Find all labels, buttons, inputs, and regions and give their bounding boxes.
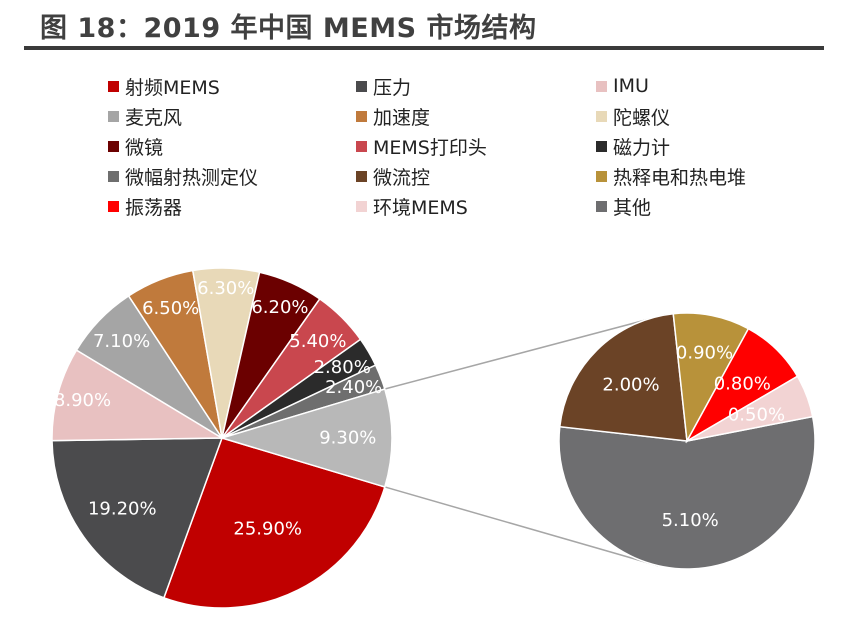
main-pie-slice <box>51 437 224 599</box>
title-rule <box>24 46 824 50</box>
legend-swatch <box>356 80 367 92</box>
main-pie-data-label: 2.80% <box>314 357 371 378</box>
secondary-pie: 5.10% 2.00% 0.90% 0.80% 0.50% <box>558 312 816 570</box>
legend-label: MEMS打印头 <box>373 136 487 159</box>
legend-item: 麦克风 <box>108 102 182 130</box>
main-pie-data-label: 6.20% <box>251 297 308 318</box>
legend-item: 射频MEMS <box>108 72 220 100</box>
legend-item: 微幅射热测定仪 <box>108 162 258 190</box>
legend-label: 麦克风 <box>125 106 183 129</box>
secondary-pie-slice <box>672 312 750 444</box>
main-pie: 25.90% 19.20% 8.90% 7.10% 6.50%6.30%6.20% 5.4… <box>51 267 393 609</box>
secondary-pie-slice <box>686 375 814 442</box>
secondary-pie-slice <box>558 312 688 442</box>
legend-item: 环境MEMS <box>356 192 468 220</box>
legend-swatch <box>356 170 367 182</box>
secondary-pie-data-label: 0.50% <box>728 404 785 425</box>
legend-swatch <box>356 110 367 122</box>
connector-line-top <box>384 314 665 390</box>
legend-label: 微镜 <box>125 136 164 159</box>
legend-swatch <box>596 170 607 182</box>
legend-swatch <box>596 200 607 212</box>
legend-label: 微流控 <box>373 166 431 189</box>
secondary-pie-data-label: 0.90% <box>676 343 733 364</box>
secondary-pie-data-label: 5.10% <box>662 510 719 531</box>
legend-label: 振荡器 <box>125 196 183 219</box>
legend-label: 微幅射热测定仪 <box>125 166 259 189</box>
legend-swatch <box>596 110 607 122</box>
main-pie-data-label: 5.40% <box>289 331 346 352</box>
legend-label: IMU <box>613 75 649 97</box>
main-pie-data-label: 2.40% <box>325 377 382 398</box>
legend-label: 热释电和热电堆 <box>613 166 747 189</box>
legend-item: 压力 <box>356 72 411 100</box>
legend-item: 加速度 <box>356 102 430 130</box>
legend-item: 陀螺仪 <box>596 102 670 130</box>
secondary-pie-data-label: 2.00% <box>602 374 659 395</box>
legend-label: 压力 <box>373 76 412 99</box>
legend-item: 振荡器 <box>108 192 182 220</box>
main-pie-data-label: 8.90% <box>54 390 111 411</box>
connector-line-bottom <box>384 486 659 567</box>
main-pie-slice <box>162 437 386 609</box>
legend-item: 其他 <box>596 192 651 220</box>
legend-swatch <box>356 140 367 152</box>
secondary-pie-data-label: 0.80% <box>714 374 771 395</box>
legend-swatch <box>356 200 367 212</box>
legend-item: 微镜 <box>108 132 163 160</box>
legend-swatch <box>108 140 119 152</box>
legend-label: 其他 <box>613 196 652 219</box>
legend-label: 磁力计 <box>613 136 671 159</box>
secondary-pie-slice <box>558 415 816 570</box>
legend-label: 环境MEMS <box>373 196 468 219</box>
main-pie-data-label: 9.30% <box>319 428 376 449</box>
legend-item: 微流控 <box>356 162 430 190</box>
legend-label: 加速度 <box>373 106 431 129</box>
legend-label: 射频MEMS <box>125 76 220 99</box>
legend-label: 陀螺仪 <box>613 106 671 129</box>
legend-item: IMU <box>596 72 649 100</box>
main-pie-data-label: 7.10% <box>93 331 150 352</box>
main-pie-data-label: 25.90% <box>233 519 302 540</box>
main-pie-slice <box>51 349 225 442</box>
legend-item: MEMS打印头 <box>356 132 487 160</box>
legend-swatch <box>108 110 119 122</box>
legend-swatch <box>108 200 119 212</box>
legend-swatch <box>108 170 119 182</box>
main-pie-data-label: 19.20% <box>88 499 157 520</box>
legend-item: 磁力计 <box>596 132 670 160</box>
legend-swatch <box>596 140 607 152</box>
legend-item: 热释电和热电堆 <box>596 162 746 190</box>
main-pie-slice <box>219 388 393 488</box>
main-pie-data-label: 6.30% <box>197 278 254 299</box>
figure-title: 图 18：2019 年中国 MEMS 市场结构 <box>40 13 537 44</box>
main-pie-data-label: 6.50% <box>142 298 199 319</box>
legend-swatch <box>108 80 119 92</box>
legend-swatch <box>596 80 607 92</box>
